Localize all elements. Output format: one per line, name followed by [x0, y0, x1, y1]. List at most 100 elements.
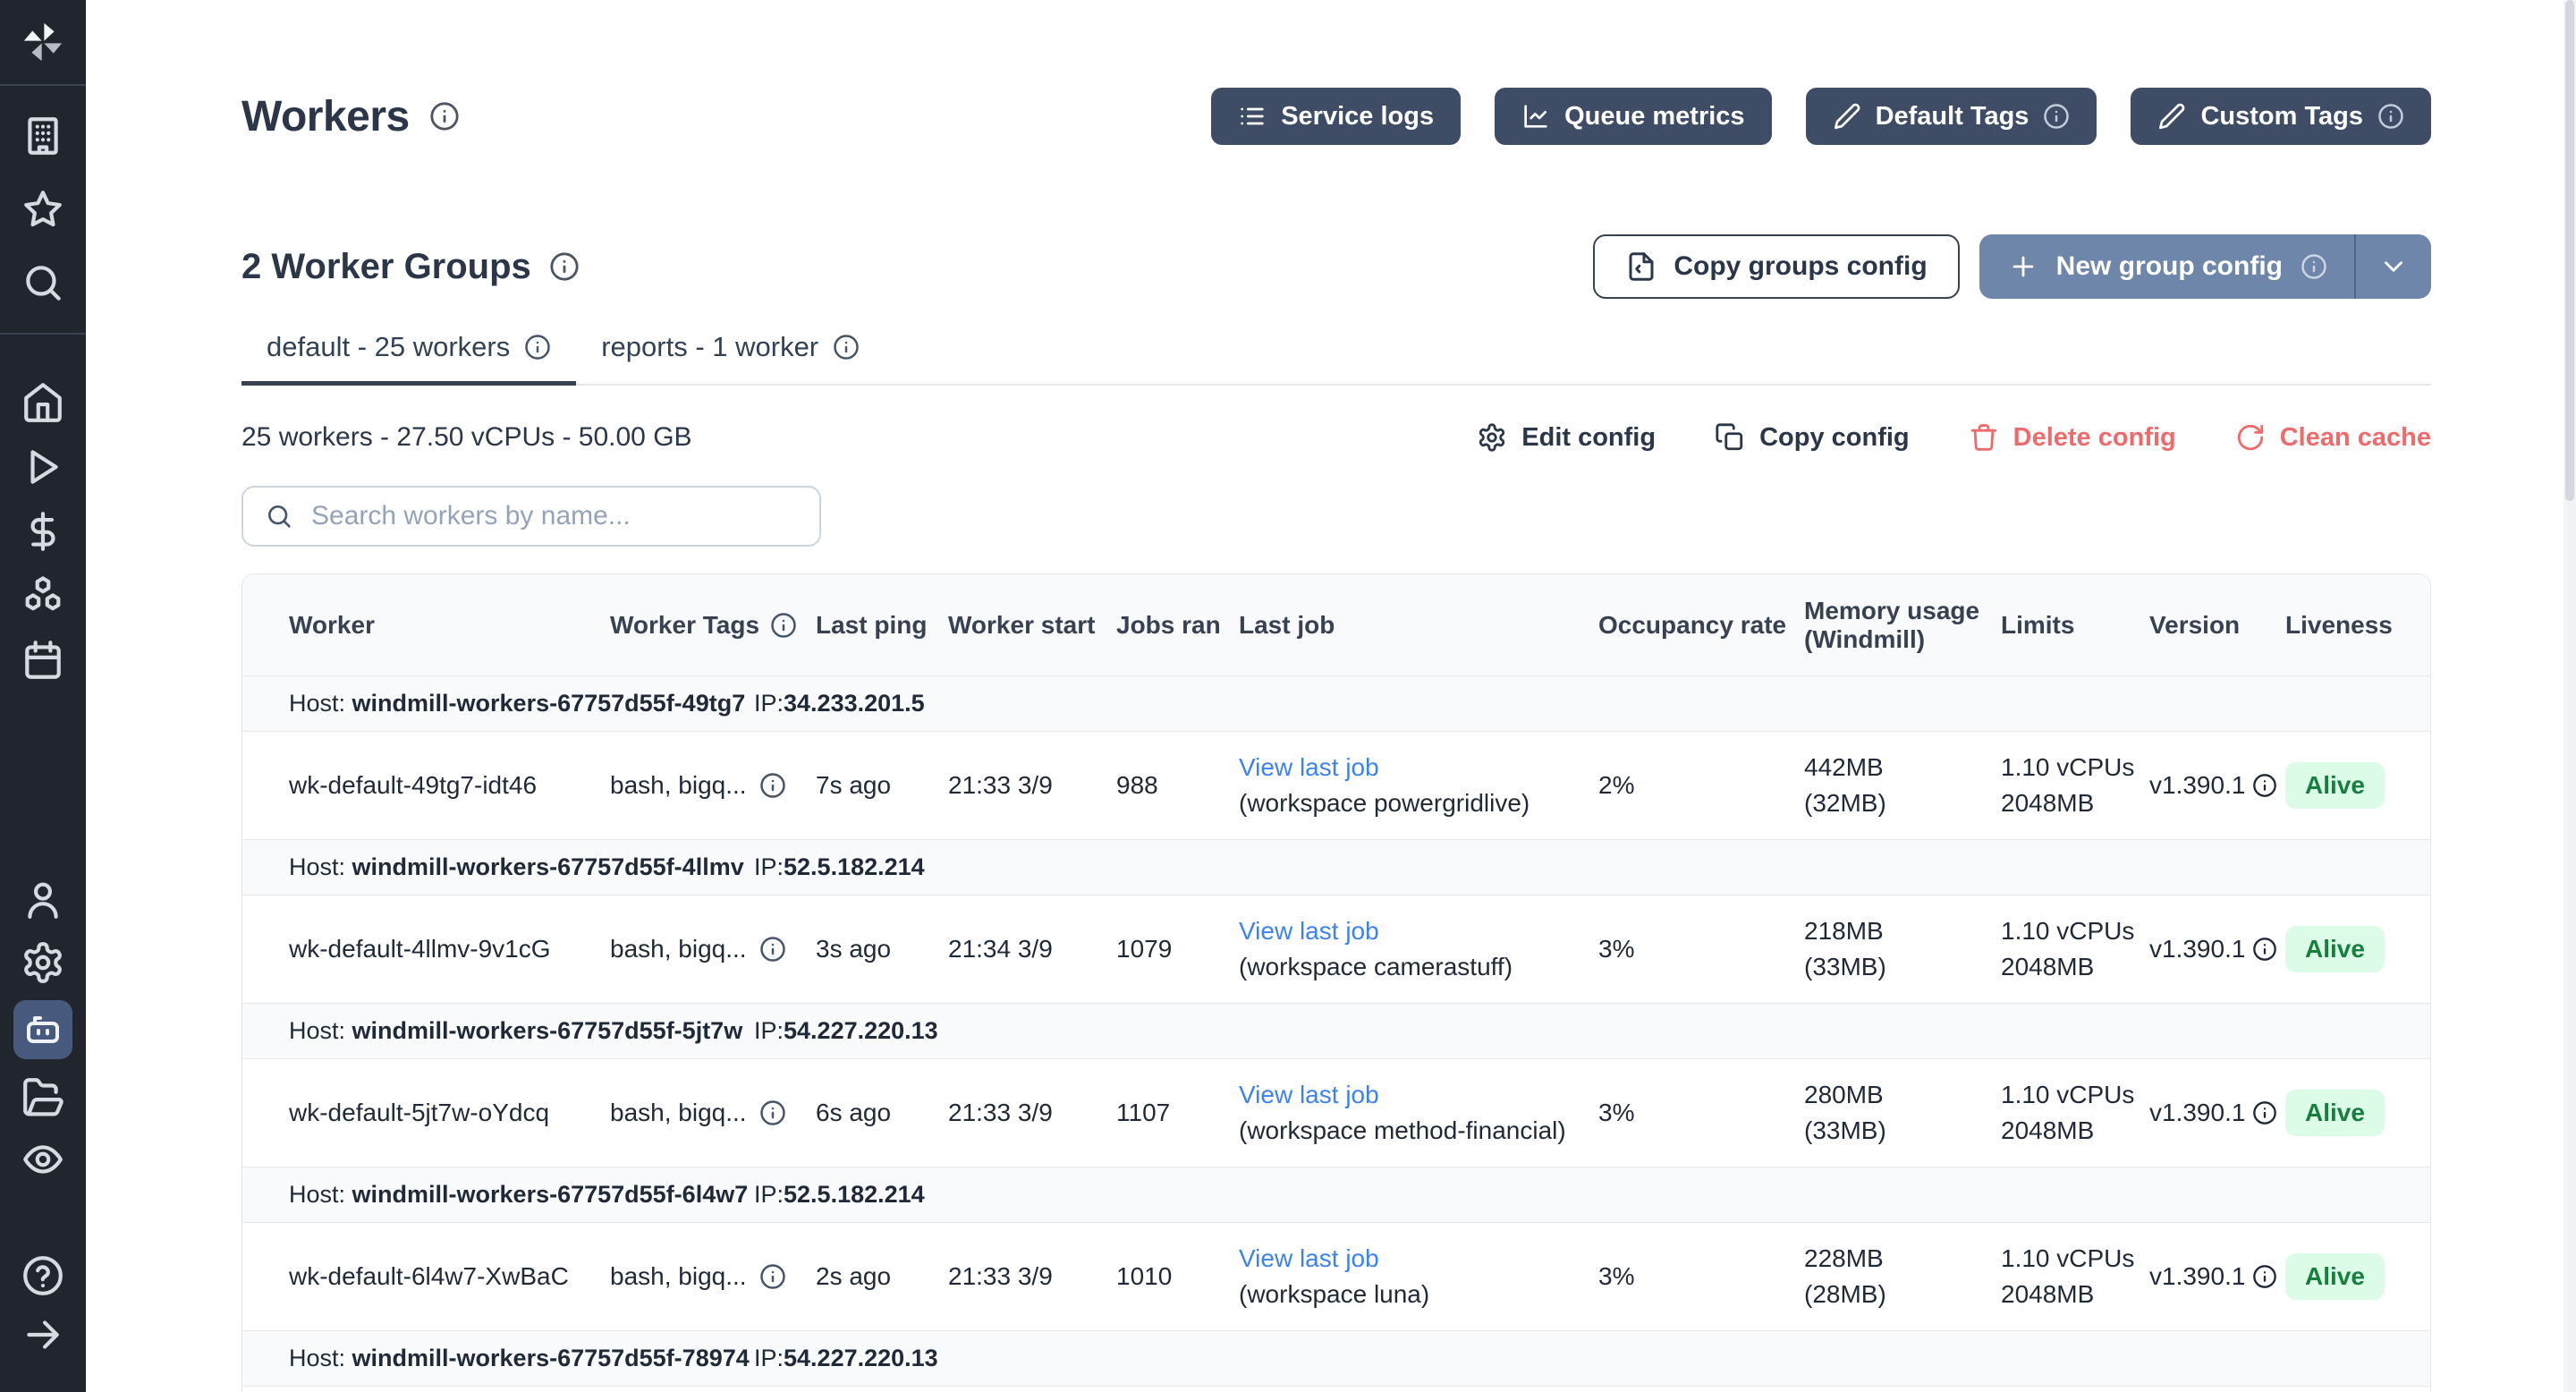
sidebar-item-help[interactable] — [18, 1251, 68, 1301]
robot-icon — [27, 1016, 59, 1043]
version: v1.390.1 — [2149, 1099, 2285, 1127]
view-last-job-link[interactable]: View last job — [1239, 1244, 1379, 1272]
host-name: windmill-workers-67757d55f-78974 — [352, 1345, 750, 1371]
worker-name: wk-default-4llmv-9v1cG — [289, 935, 551, 963]
new-group-config-button[interactable]: New group config — [1979, 234, 2354, 299]
worker-groups-heading: 2 Worker Groups — [242, 246, 531, 286]
jobs-ran: 1079 — [1116, 935, 1173, 963]
workers-info-icon[interactable] — [429, 101, 460, 132]
last-job: View last job (workspace camerastuff) — [1239, 917, 1598, 981]
sidebar-item-users[interactable] — [18, 875, 68, 925]
liveness: Alive — [2285, 1090, 2430, 1136]
pencil-icon — [1834, 103, 1860, 130]
scrollbar-thumb[interactable] — [2565, 0, 2574, 501]
jobs-ran: 988 — [1116, 771, 1158, 799]
star-icon — [24, 191, 62, 227]
page-scrollbar[interactable] — [2563, 0, 2576, 1392]
worker-tags-cell-info-icon[interactable] — [759, 1263, 786, 1290]
last-job: View last job (workspace method-financia… — [1239, 1081, 1598, 1145]
col-limits: Limits — [2001, 610, 2075, 639]
limits: 1.10 vCPUs 2048MB — [2001, 1244, 2135, 1308]
worker-groups-info-icon[interactable] — [549, 251, 580, 282]
ip-value: 54.227.220.13 — [784, 1017, 938, 1044]
sidebar-item-workspace[interactable] — [18, 111, 68, 161]
ip-label: IP: — [754, 1345, 784, 1371]
table-body: Host: windmill-workers-67757d55f-49tg7 I… — [242, 675, 2430, 1392]
view-last-job-link[interactable]: View last job — [1239, 753, 1379, 781]
limits: 1.10 vCPUs 2048MB — [2001, 753, 2135, 817]
liveness-badge: Alive — [2285, 1253, 2385, 1300]
search-icon — [268, 505, 291, 528]
tab-default-group[interactable]: default - 25 workers — [242, 331, 577, 386]
col-worker: Worker — [289, 610, 375, 639]
sidebar-item-schedules[interactable] — [18, 635, 68, 685]
search-input[interactable] — [311, 501, 798, 531]
sidebar-item-audit[interactable] — [18, 1134, 68, 1184]
worker-start: 21:33 3/9 — [948, 1099, 1053, 1126]
worker-tags: bash, bigq... — [610, 1099, 816, 1127]
tab-reports-group[interactable]: reports - 1 worker — [576, 331, 885, 386]
delete-config-button[interactable]: Delete config — [1969, 422, 2176, 453]
worker-name: wk-default-6l4w7-XwBaC — [289, 1262, 569, 1290]
new-group-config-info-icon[interactable] — [2301, 253, 2327, 280]
default-tags-button[interactable]: Default Tags — [1805, 88, 2097, 145]
ip-label: IP: — [754, 1017, 784, 1044]
sidebar-item-settings[interactable] — [18, 938, 68, 988]
last-job-workspace: (workspace luna) — [1239, 1280, 1430, 1308]
new-group-config-dropdown-button[interactable] — [2354, 234, 2431, 299]
calendar-icon — [25, 641, 61, 679]
worker-tags-info-icon[interactable] — [770, 612, 797, 639]
tab-default-info-icon[interactable] — [524, 334, 551, 361]
memory-usage: 280MB (33MB) — [1804, 1081, 1886, 1144]
col-last-job: Last job — [1239, 610, 1335, 639]
worker-tags-cell-info-icon[interactable] — [759, 1099, 786, 1126]
sidebar-item-variables[interactable] — [18, 506, 68, 556]
occupancy-rate: 3% — [1598, 1099, 1635, 1126]
tab-reports-info-icon[interactable] — [833, 334, 860, 361]
sidebar-item-home[interactable] — [18, 378, 68, 428]
custom-tags-info-icon[interactable] — [2377, 103, 2404, 130]
copy-config-button[interactable]: Copy config — [1715, 422, 1910, 453]
queue-metrics-button[interactable]: Queue metrics — [1495, 88, 1772, 145]
version-info-icon[interactable] — [2252, 1264, 2277, 1289]
play-icon — [30, 450, 58, 484]
worker-tags: bash, bigq... — [610, 771, 816, 800]
worker-search — [242, 486, 821, 547]
service-logs-button[interactable]: Service logs — [1211, 88, 1462, 145]
sidebar-item-workers-active[interactable] — [13, 1000, 72, 1059]
ip-value: 34.233.201.5 — [784, 690, 925, 717]
occupancy-rate: 2% — [1598, 771, 1635, 799]
windmill-logo[interactable] — [0, 0, 86, 86]
worker-tags-cell-info-icon[interactable] — [759, 772, 786, 799]
last-ping: 3s ago — [816, 935, 892, 963]
sidebar-item-collapse[interactable] — [18, 1310, 68, 1360]
default-tags-info-icon[interactable] — [2043, 103, 2070, 130]
sidebar-item-resources[interactable] — [18, 571, 68, 621]
sidebar-item-runs[interactable] — [18, 442, 68, 492]
version-info-icon[interactable] — [2252, 773, 2277, 798]
version-info-icon[interactable] — [2252, 1100, 2277, 1125]
host-row: Host: windmill-workers-67757d55f-5jt7w I… — [242, 1003, 2430, 1058]
user-icon — [28, 882, 58, 919]
host-label: Host: — [289, 690, 346, 717]
sidebar — [0, 0, 86, 1392]
sidebar-item-search[interactable] — [18, 258, 68, 308]
limits: 1.10 vCPUs 2048MB — [2001, 1081, 2135, 1144]
clean-cache-button[interactable]: Clean cache — [2235, 422, 2431, 453]
sidebar-divider — [0, 333, 86, 335]
copy-groups-config-button[interactable]: Copy groups config — [1593, 234, 1960, 299]
view-last-job-link[interactable]: View last job — [1239, 917, 1379, 945]
main-content: Workers Service logs Queue metrics — [86, 84, 2576, 1392]
building-icon — [28, 117, 58, 155]
worker-start: 21:34 3/9 — [948, 935, 1053, 963]
edit-config-button[interactable]: Edit config — [1477, 422, 1656, 453]
page-title: Workers — [242, 92, 410, 140]
boxes-icon — [25, 576, 61, 611]
version-info-icon[interactable] — [2252, 937, 2277, 962]
sidebar-item-favorites[interactable] — [18, 184, 68, 234]
gear-icon — [1479, 423, 1505, 452]
custom-tags-button[interactable]: Custom Tags — [2131, 88, 2431, 145]
worker-tags-cell-info-icon[interactable] — [759, 936, 786, 963]
view-last-job-link[interactable]: View last job — [1239, 1081, 1379, 1108]
sidebar-item-folders[interactable] — [18, 1072, 68, 1122]
